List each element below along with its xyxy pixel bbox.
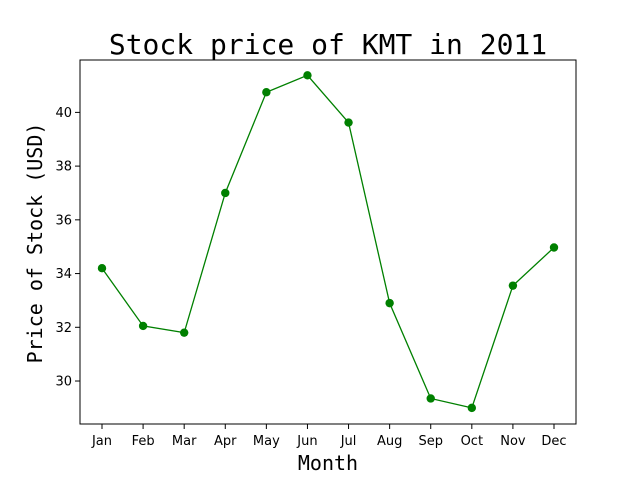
x-tick-label: May xyxy=(253,434,280,449)
x-axis: Jan Feb Mar Apr May Jun Jul Aug Sep Oct Nov Dec xyxy=(91,424,567,449)
y-tick-label: 30 xyxy=(55,375,72,390)
x-tick-label: Mar xyxy=(172,434,197,449)
x-tick-label: Jul xyxy=(340,434,357,449)
x-tick-label: Sep xyxy=(418,434,443,449)
y-tick-label: 34 xyxy=(55,267,72,282)
x-axis-label: Month xyxy=(298,451,358,475)
x-tick-label: Oct xyxy=(461,434,483,449)
y-axis-label: Price of Stock (USD) xyxy=(23,123,47,364)
data-point-jul xyxy=(344,118,353,127)
series-markers xyxy=(97,71,559,413)
chart-title: Stock price of KMT in 2011 xyxy=(109,28,547,61)
series-line xyxy=(101,74,555,409)
data-point-sep xyxy=(426,394,435,403)
plot-area-frame xyxy=(79,59,577,425)
y-tick-label: 38 xyxy=(55,160,72,175)
data-point-oct xyxy=(467,403,477,413)
x-tick-label: Nov xyxy=(500,434,526,449)
data-point-jan xyxy=(97,263,107,273)
data-point-may xyxy=(262,88,271,97)
x-tick-label: Jan xyxy=(91,434,112,449)
x-tick-label: Feb xyxy=(132,434,155,449)
data-point-apr xyxy=(221,188,230,198)
x-tick-label: Jun xyxy=(296,434,317,449)
data-point-dec xyxy=(549,243,559,252)
y-axis: 30 32 34 36 38 40 xyxy=(55,106,80,390)
y-tick-label: 32 xyxy=(55,321,72,336)
x-tick-label: Apr xyxy=(214,434,237,449)
y-tick-label: 40 xyxy=(55,106,72,121)
data-point-jun xyxy=(303,71,312,80)
x-tick-label: Aug xyxy=(377,434,402,449)
data-point-aug xyxy=(385,298,394,308)
x-tick-label: Dec xyxy=(541,434,566,449)
data-point-feb xyxy=(138,321,148,331)
data-point-mar xyxy=(179,328,189,337)
y-tick-label: 36 xyxy=(55,213,72,228)
data-point-nov xyxy=(508,281,518,290)
